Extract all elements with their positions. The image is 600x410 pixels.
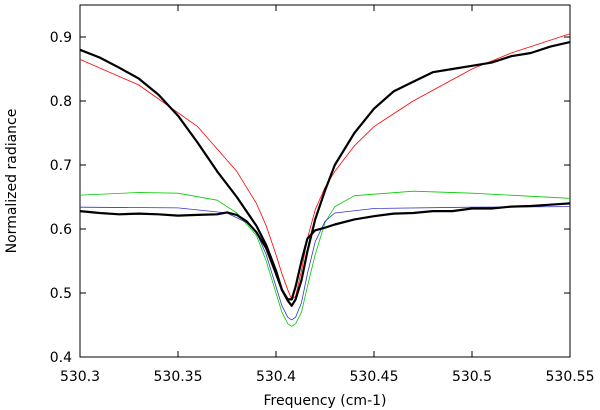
x-tick-label: 530.5 xyxy=(452,369,492,385)
series-line-5 xyxy=(79,202,571,301)
series-line-2 xyxy=(79,190,571,327)
x-tick-label: 530.55 xyxy=(546,369,595,385)
x-tick-label: 530.4 xyxy=(256,369,296,385)
plot-frame xyxy=(79,4,571,358)
y-tick-label: 0.7 xyxy=(50,158,72,174)
y-tick-label: 0.9 xyxy=(50,30,72,46)
y-tick-label: 0.8 xyxy=(50,94,72,110)
y-axis-label: Normalized radiance xyxy=(4,109,20,254)
tick-layer: 530.3 530.35 530.4 530.45 530.5 530.55 0.4 0.5 0… xyxy=(50,5,595,385)
y-tick-label: 0.6 xyxy=(50,222,72,238)
series-layer xyxy=(79,33,571,327)
x-tick-label: 530.35 xyxy=(154,369,203,385)
y-tick-label: 0.5 xyxy=(50,286,72,302)
series-line-1 xyxy=(79,33,571,300)
y-tick-label: 0.4 xyxy=(50,350,72,366)
x-tick-label: 530.45 xyxy=(350,369,399,385)
series-line-4 xyxy=(79,41,571,307)
x-tick-label: 530.3 xyxy=(60,369,100,385)
x-axis-label: Frequency (cm-1) xyxy=(264,393,387,409)
